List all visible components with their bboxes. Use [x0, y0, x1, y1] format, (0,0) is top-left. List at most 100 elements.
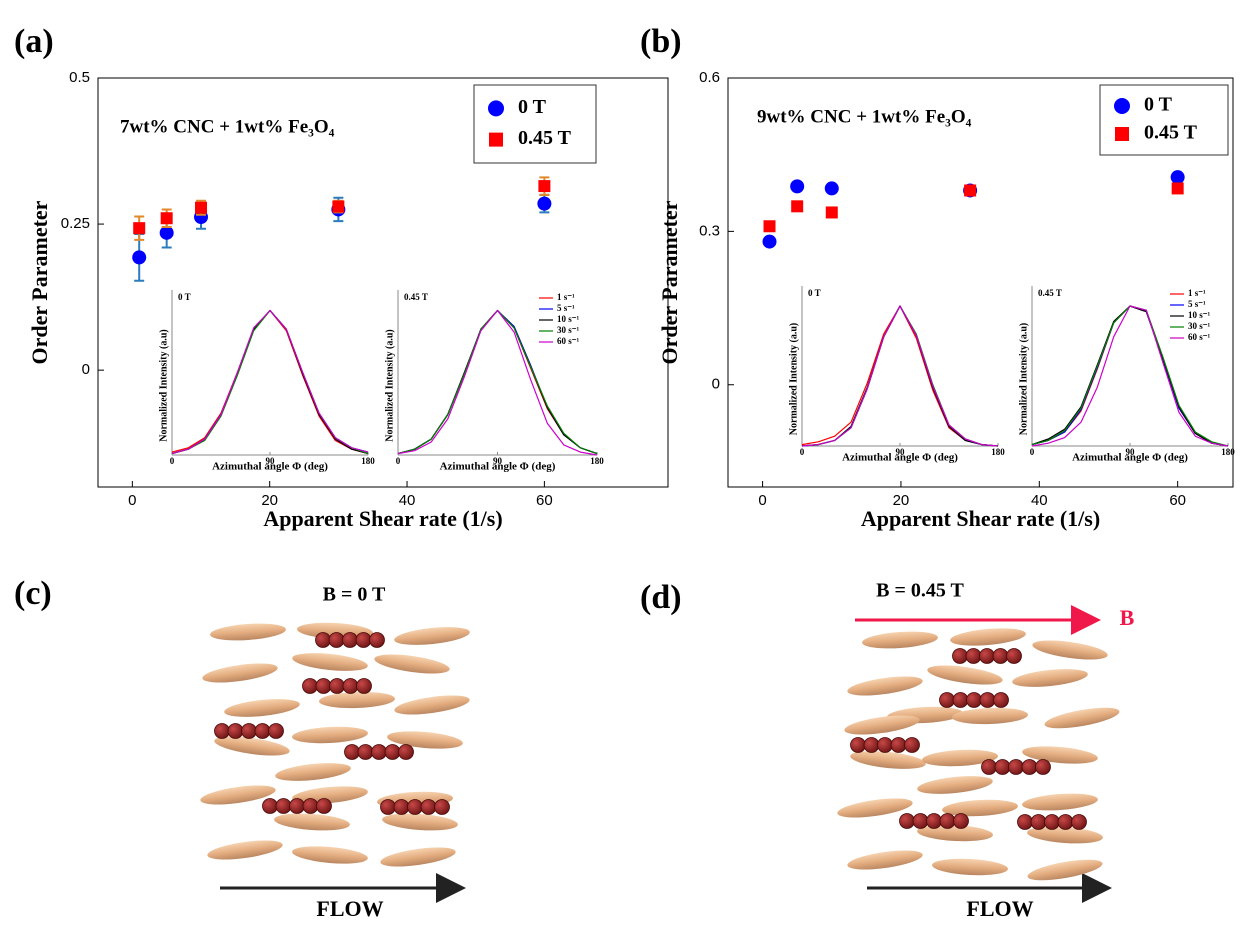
rod	[374, 654, 450, 674]
marker	[133, 222, 146, 235]
legend-label: 5 s⁻¹	[1188, 299, 1206, 309]
rod	[942, 799, 1018, 817]
annotation: 7wt% CNC + 1wt% Fe₃O₄	[120, 116, 335, 137]
rod	[917, 776, 993, 794]
legend-label: 10 s⁻¹	[557, 314, 580, 324]
particle	[315, 632, 331, 648]
panel-label: (b)	[640, 23, 682, 60]
legend-label: 0 T	[1144, 94, 1173, 116]
x-tick-label: 0	[758, 492, 766, 509]
particle	[420, 799, 437, 815]
rod	[1022, 746, 1098, 764]
intensity-curve	[801, 305, 999, 447]
rod	[952, 707, 1028, 725]
particle	[355, 632, 372, 648]
particle	[1006, 648, 1022, 664]
particle	[357, 744, 374, 760]
inset: 0 90 180 0.45 T Azimuthal angle Φ (deg) Norma…	[1018, 286, 1235, 464]
panel-label: (a)	[14, 23, 54, 60]
legend-label: 10 s⁻¹	[1188, 310, 1211, 320]
particle	[434, 799, 450, 815]
marker	[332, 200, 345, 213]
legend-label: 5 s⁻¹	[557, 303, 575, 313]
particle	[1044, 814, 1060, 830]
particle	[1030, 814, 1047, 830]
particle	[227, 723, 244, 739]
marker	[159, 225, 174, 240]
rod	[844, 715, 920, 735]
inset-xlabel: Azimuthal angle Φ (deg)	[212, 461, 328, 473]
marker	[825, 206, 838, 219]
legend-marker	[1114, 98, 1130, 114]
legend-label: 60 s⁻¹	[1188, 332, 1211, 342]
inset: 0 90 180 0 T Azimuthal angle Φ (deg) Normaliz…	[788, 286, 1005, 464]
inset-tick-label: 180	[361, 456, 375, 466]
rod	[380, 847, 456, 867]
intensity-curve	[1031, 305, 1229, 447]
intensity-curve	[397, 309, 598, 456]
intensity-curve	[801, 305, 999, 447]
legend-label: 30 s⁻¹	[1188, 321, 1211, 331]
particle	[356, 678, 372, 694]
plot-frame	[727, 77, 1234, 488]
x-tick-label: 60	[1169, 492, 1186, 509]
rod	[932, 858, 1008, 876]
particle	[407, 799, 423, 815]
rod	[292, 846, 368, 864]
particle	[979, 692, 996, 708]
particle	[289, 798, 305, 814]
particle	[979, 648, 995, 664]
inset: 0 90 180 0.45 T Azimuthal angle Φ (deg) Norma…	[384, 290, 604, 473]
inset-xlabel: Azimuthal angle Φ (deg)	[440, 461, 556, 473]
particle	[342, 632, 358, 648]
marker	[538, 180, 551, 193]
marker	[763, 220, 776, 233]
marker	[762, 234, 777, 249]
particle	[369, 632, 385, 648]
particle	[241, 723, 257, 739]
particle	[344, 744, 360, 760]
legend-label: 0.45 T	[1144, 122, 1198, 144]
particle	[214, 723, 230, 739]
y-tick-label: 0	[82, 361, 90, 378]
particle	[329, 678, 345, 694]
y-tick-label: 0.5	[69, 69, 90, 86]
particle	[981, 759, 997, 775]
inset-xlabel: Azimuthal angle Φ (deg)	[1072, 452, 1188, 464]
intensity-curve	[171, 309, 369, 455]
rod	[1032, 640, 1108, 660]
particle	[965, 648, 982, 664]
particle	[939, 692, 955, 708]
particle	[899, 813, 915, 829]
intensity-curve	[171, 309, 369, 455]
particle	[926, 813, 942, 829]
rod	[922, 749, 998, 767]
y-tick-label: 0	[712, 376, 720, 393]
rod	[927, 665, 1003, 685]
x-tick-label: 40	[399, 492, 416, 509]
rod	[1012, 669, 1088, 687]
particle	[302, 678, 318, 694]
particle	[1021, 759, 1038, 775]
inset-title: 0.45 T	[1038, 288, 1062, 298]
particle	[952, 648, 968, 664]
marker	[824, 181, 839, 196]
rod	[950, 628, 1026, 646]
inset-ylabel: Normalized Intensity (a.u)	[1018, 323, 1029, 436]
rod	[207, 840, 283, 860]
particle	[877, 737, 893, 753]
rod	[292, 653, 368, 671]
inset-tick-label: 90	[1126, 447, 1136, 457]
field-label: B = 0 T	[323, 584, 386, 606]
particle	[904, 737, 920, 753]
inset-tick-label: 0	[170, 456, 175, 466]
particle	[952, 692, 969, 708]
x-tick-label: 0	[128, 492, 136, 509]
legend-marker	[1115, 127, 1129, 141]
inset-tick-label: 90	[266, 456, 276, 466]
particle	[254, 723, 271, 739]
legend-label: 30 s⁻¹	[557, 325, 580, 335]
y-axis-label: Order Parameter	[27, 200, 52, 364]
legend-label: 0.45 T	[518, 127, 572, 149]
rod	[382, 813, 458, 831]
